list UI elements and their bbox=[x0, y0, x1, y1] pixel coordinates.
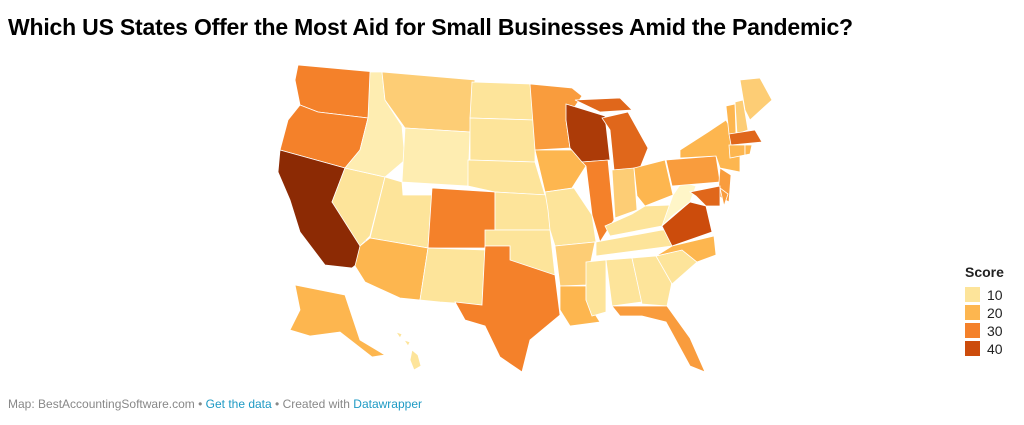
state-pa[interactable] bbox=[665, 155, 721, 187]
state-shape-me[interactable] bbox=[739, 77, 773, 121]
state-az[interactable] bbox=[354, 237, 429, 301]
state-md[interactable] bbox=[688, 185, 721, 207]
legend-label: 40 bbox=[987, 340, 1003, 357]
get-the-data-link[interactable]: Get the data bbox=[205, 397, 272, 411]
state-shape-in[interactable] bbox=[611, 167, 638, 219]
source-text: Map: BestAccountingSoftware.com bbox=[8, 397, 195, 411]
state-nd[interactable] bbox=[469, 81, 536, 121]
state-shape-hi[interactable] bbox=[403, 339, 411, 347]
legend-item: 20 bbox=[965, 304, 1004, 321]
legend-title: Score bbox=[965, 264, 1004, 280]
state-shape-hi[interactable] bbox=[395, 331, 403, 339]
state-shape-nh[interactable] bbox=[734, 99, 749, 135]
state-shape-ne[interactable] bbox=[467, 159, 546, 196]
state-mo[interactable] bbox=[544, 187, 597, 247]
legend-swatch bbox=[965, 287, 980, 302]
state-shape-ms[interactable] bbox=[585, 259, 607, 317]
state-shape-mi[interactable] bbox=[601, 111, 649, 171]
state-shape-pa[interactable] bbox=[665, 155, 721, 187]
datawrapper-link[interactable]: Datawrapper bbox=[353, 397, 422, 411]
state-ny[interactable] bbox=[679, 119, 741, 173]
state-mi[interactable] bbox=[574, 97, 649, 171]
state-shape-mi[interactable] bbox=[574, 97, 633, 113]
created-with-text: Created with bbox=[282, 397, 350, 411]
state-sd[interactable] bbox=[469, 117, 536, 163]
state-shape-nc[interactable] bbox=[655, 235, 717, 263]
state-shape-hi[interactable] bbox=[409, 349, 422, 371]
state-shape-ct[interactable] bbox=[728, 144, 746, 159]
state-hi[interactable] bbox=[395, 331, 422, 371]
state-ks[interactable] bbox=[494, 191, 551, 231]
state-ne[interactable] bbox=[467, 159, 546, 196]
legend-item: 30 bbox=[965, 322, 1004, 339]
state-ct[interactable] bbox=[728, 144, 746, 159]
state-shape-ia[interactable] bbox=[534, 149, 587, 193]
state-ms[interactable] bbox=[585, 259, 607, 317]
state-oh[interactable] bbox=[633, 159, 674, 207]
legend-label: 10 bbox=[987, 286, 1003, 303]
legend-item: 10 bbox=[965, 286, 1004, 303]
state-de[interactable] bbox=[719, 187, 729, 208]
separator: • bbox=[271, 397, 283, 411]
state-tx[interactable] bbox=[454, 245, 561, 373]
state-nm[interactable] bbox=[419, 247, 486, 306]
state-me[interactable] bbox=[739, 77, 773, 121]
legend-item: 40 bbox=[965, 340, 1004, 357]
state-shape-ga[interactable] bbox=[631, 255, 673, 307]
state-nc[interactable] bbox=[655, 235, 717, 263]
state-shape-ak[interactable] bbox=[289, 284, 387, 358]
state-shape-de[interactable] bbox=[719, 187, 729, 208]
state-shape-ks[interactable] bbox=[494, 191, 551, 231]
state-ma[interactable] bbox=[728, 129, 763, 146]
legend-swatch bbox=[965, 305, 980, 320]
legend: Score 10 20 30 40 bbox=[965, 264, 1004, 358]
legend-label: 20 bbox=[987, 304, 1003, 321]
state-shape-sd[interactable] bbox=[469, 117, 536, 163]
chart-title: Which US States Offer the Most Aid for S… bbox=[8, 14, 853, 40]
state-ia[interactable] bbox=[534, 149, 587, 193]
state-in[interactable] bbox=[611, 167, 638, 219]
state-ri[interactable] bbox=[744, 144, 753, 156]
legend-label: 30 bbox=[987, 322, 1003, 339]
state-shape-ny[interactable] bbox=[679, 119, 741, 173]
state-shape-ri[interactable] bbox=[744, 144, 753, 156]
footer: Map: BestAccountingSoftware.com • Get th… bbox=[8, 397, 422, 411]
state-ga[interactable] bbox=[631, 255, 673, 307]
state-shape-nm[interactable] bbox=[419, 247, 486, 306]
state-nh[interactable] bbox=[734, 99, 749, 135]
state-shape-fl[interactable] bbox=[611, 305, 706, 373]
state-ak[interactable] bbox=[289, 284, 387, 358]
state-shape-tx[interactable] bbox=[454, 245, 561, 373]
state-shape-md[interactable] bbox=[688, 185, 721, 207]
state-shape-wy[interactable] bbox=[401, 127, 471, 187]
state-wy[interactable] bbox=[401, 127, 471, 187]
legend-swatch bbox=[965, 341, 980, 356]
state-fl[interactable] bbox=[611, 305, 706, 373]
state-shape-mo[interactable] bbox=[544, 187, 597, 247]
state-shape-oh[interactable] bbox=[633, 159, 674, 207]
separator: • bbox=[194, 397, 206, 411]
state-shape-ma[interactable] bbox=[728, 129, 763, 146]
legend-swatch bbox=[965, 323, 980, 338]
state-shape-nd[interactable] bbox=[469, 81, 536, 121]
state-shape-az[interactable] bbox=[354, 237, 429, 301]
